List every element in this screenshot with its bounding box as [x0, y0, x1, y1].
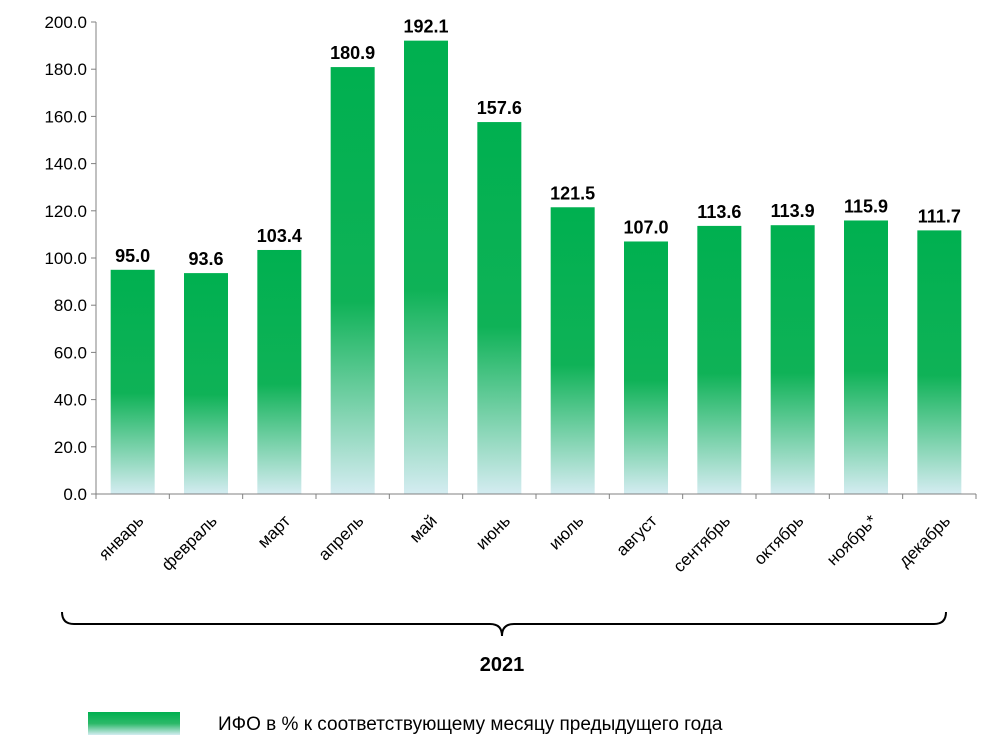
y-tick-label: 160.0 — [44, 107, 87, 126]
x-tick-label: ноябрь* — [823, 511, 881, 569]
x-tick-label: июнь — [472, 511, 514, 553]
y-tick-label: 120.0 — [44, 202, 87, 221]
bar — [110, 269, 155, 494]
data-label: 113.9 — [771, 201, 815, 221]
data-label: 192.1 — [403, 17, 448, 37]
data-label: 113.6 — [697, 202, 741, 222]
y-tick-label: 20.0 — [54, 438, 87, 457]
x-tick-label: август — [613, 511, 661, 559]
x-tick-label: февраль — [158, 511, 221, 574]
y-axis: 0.0 20.0 40.0 60.0 80.0 100.0 120.0 140.0 160.0 1… — [44, 13, 97, 504]
year-label: 2021 — [480, 654, 525, 676]
y-tick-label: 100.0 — [44, 249, 87, 268]
bar — [184, 273, 228, 494]
data-label: 95.0 — [115, 246, 150, 266]
bar — [404, 40, 448, 494]
y-tick-label: 40.0 — [54, 391, 87, 410]
bar — [844, 220, 888, 494]
data-labels: 95.0 93.6 103.4 180.9 192.1 157.6 121.5 107.0 11… — [115, 17, 961, 269]
x-tick-label: январь — [95, 511, 148, 564]
data-label: 180.9 — [330, 43, 375, 63]
x-tick-label: май — [406, 511, 441, 546]
y-tick-label: 180.0 — [44, 60, 87, 79]
bar — [917, 230, 962, 494]
x-tick-label: сентябрь — [670, 511, 735, 576]
y-tick-label: 200.0 — [44, 13, 87, 32]
data-label: 93.6 — [188, 249, 223, 269]
year-bracket: 2021 — [61, 611, 947, 676]
data-label: 115.9 — [844, 196, 888, 216]
bar — [477, 122, 522, 495]
bars — [110, 40, 962, 495]
x-tick-label: март — [254, 511, 294, 551]
data-label: 121.5 — [550, 183, 595, 203]
data-label: 103.4 — [257, 226, 302, 246]
bar — [624, 241, 668, 494]
data-label: 111.7 — [918, 206, 961, 226]
y-tick-label: 80.0 — [54, 296, 87, 315]
data-label: 107.0 — [623, 217, 668, 237]
bracket-line — [61, 611, 947, 637]
x-tick-label: декабрь — [895, 511, 954, 570]
legend: ИФО в % к соответствующему месяцу предыд… — [88, 712, 723, 735]
legend-entry: ИФО в % к соответствующему месяцу предыд… — [218, 714, 723, 735]
bar — [770, 225, 815, 495]
bar — [330, 67, 375, 495]
bar — [257, 249, 302, 494]
x-tick-label: октябрь — [750, 511, 807, 568]
y-tick-label: 60.0 — [54, 343, 87, 362]
y-tick-label: 0.0 — [63, 485, 87, 504]
x-axis: январь февраль март апрель май июнь июль август… — [95, 493, 977, 576]
bar — [697, 225, 742, 495]
data-label: 157.6 — [477, 98, 522, 118]
x-tick-label: апрель — [315, 511, 368, 564]
bar — [550, 207, 595, 494]
x-tick-label: июль — [545, 511, 587, 553]
legend-swatch — [88, 712, 180, 735]
y-tick-label: 140.0 — [44, 155, 87, 174]
